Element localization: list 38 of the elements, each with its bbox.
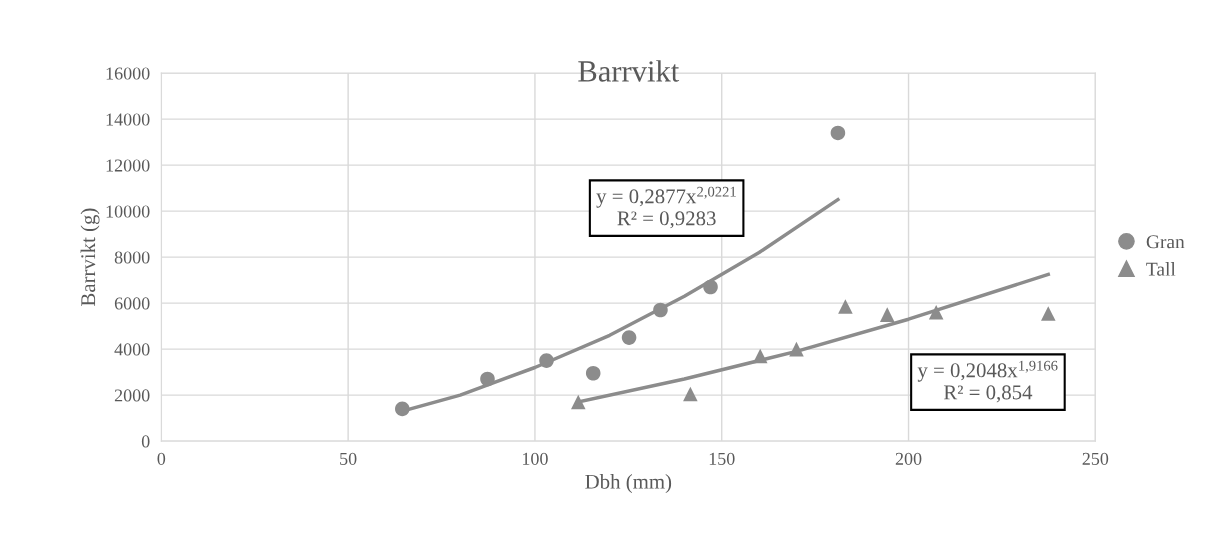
point	[395, 401, 410, 417]
x-tick-label: 100	[522, 452, 548, 465]
x-tick-label: 0	[157, 452, 166, 465]
point	[789, 341, 804, 357]
y-tick-label: 0	[141, 435, 150, 448]
point	[838, 299, 853, 314]
point	[570, 394, 586, 410]
y-tick-label: 8000	[114, 251, 150, 264]
x-tick-label: 150	[709, 452, 735, 465]
legend-label: Gran	[1146, 235, 1185, 249]
x-tick-label: 50	[340, 452, 357, 465]
y-tick-label: 14000	[106, 113, 150, 126]
y-tick-label: 12000	[106, 159, 150, 172]
y-axis-title: Barrvikt (g)	[80, 208, 100, 306]
point	[1040, 306, 1056, 321]
point	[683, 386, 698, 402]
point	[480, 371, 495, 387]
point	[752, 348, 768, 364]
y-tick-label: 4000	[114, 343, 150, 356]
x-tick-label: 200	[895, 452, 922, 465]
y-tick-label: 10000	[106, 205, 150, 218]
x-axis-title: Dbh (mm)	[585, 474, 672, 494]
y-tick-label: 2000	[114, 389, 150, 402]
point	[585, 365, 601, 381]
y-tick-label: 16000	[106, 67, 150, 80]
point	[928, 305, 944, 320]
x-tick-label: 250	[1082, 452, 1109, 465]
point	[539, 353, 554, 368]
chart-title: Barrvikt	[578, 60, 680, 82]
legend-label: Tall	[1146, 262, 1176, 276]
point	[879, 307, 895, 322]
annotation: y = 0,2877x$^{2,0221}$ R² = 0,9283	[596, 186, 736, 229]
annotation: y = 0,2048x$^{1,9166}$ R² = 0,854	[917, 360, 1058, 403]
point	[830, 125, 846, 141]
y-tick-label: 6000	[114, 297, 150, 310]
point	[621, 330, 637, 345]
point	[653, 302, 668, 318]
point	[703, 279, 718, 295]
